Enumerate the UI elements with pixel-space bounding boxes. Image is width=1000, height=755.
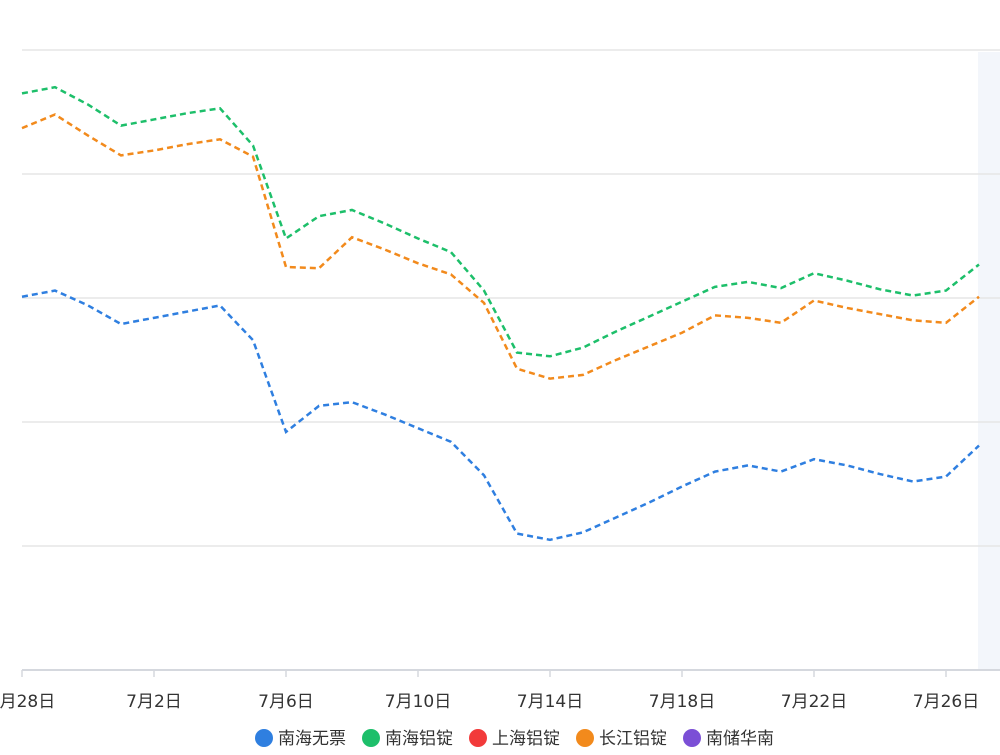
legend-label: 南储华南 [706, 729, 774, 749]
x-tick-label: 7月6日 [258, 692, 314, 712]
series-line [21, 113, 980, 380]
x-tick-label: 7月18日 [649, 692, 715, 712]
legend-label: 南海无票 [278, 729, 346, 749]
x-tick-label: 7月14日 [517, 692, 583, 712]
x-tick-label: 7月10日 [385, 692, 451, 712]
legend-marker [469, 729, 487, 747]
series-line [21, 85, 980, 358]
x-tick-label: 7月26日 [913, 692, 979, 712]
legend-marker [362, 729, 380, 747]
legend-marker [683, 729, 701, 747]
x-tick-label: 6月28日 [0, 692, 55, 712]
legend-label: 长江铝锭 [599, 729, 667, 749]
series-line [21, 289, 980, 542]
legend-marker [576, 729, 594, 747]
legend-label: 南海铝锭 [385, 729, 453, 749]
legend-marker [255, 729, 273, 747]
hover-band [978, 52, 1000, 670]
x-tick-label: 7月2日 [126, 692, 182, 712]
x-tick-label: 7月22日 [781, 692, 847, 712]
legend-label: 上海铝锭 [492, 729, 560, 749]
